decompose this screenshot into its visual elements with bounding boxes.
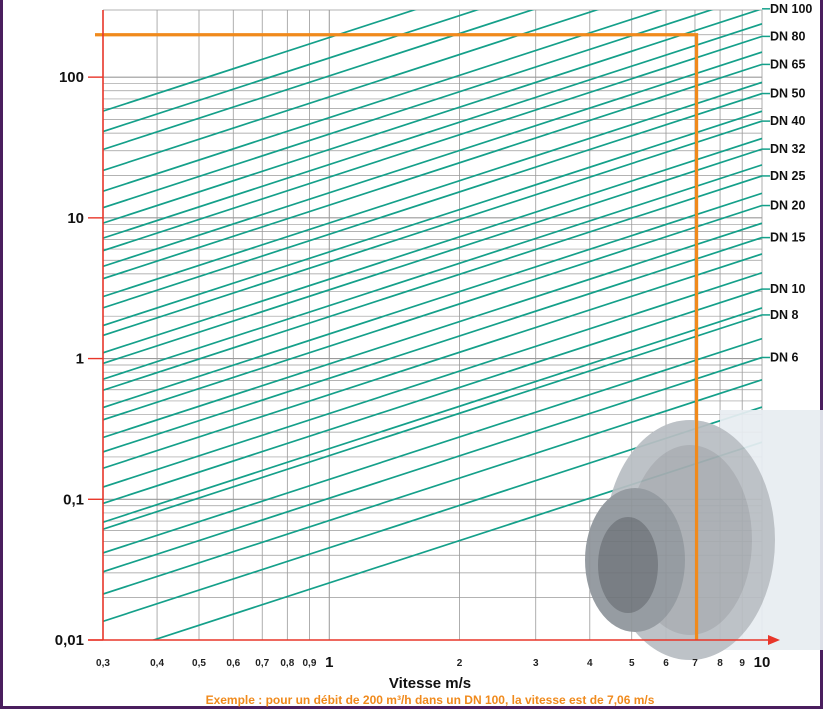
x-axis-label: Vitesse m/s	[389, 675, 471, 692]
series-line-aux	[103, 307, 762, 524]
series-line-aux	[103, 137, 762, 354]
series-line-aux	[103, 23, 762, 239]
series-line-dn80	[103, 35, 762, 252]
series-label: DN 80	[770, 29, 805, 43]
series-label: DN 100	[770, 2, 812, 16]
series-line-dn25	[103, 175, 762, 392]
y-tick-label: 100	[59, 69, 84, 86]
series-label: DN 50	[770, 87, 805, 101]
series-line-aux	[103, 10, 664, 193]
x-tick-label: 0,8	[280, 658, 294, 669]
x-tick-label: 10	[754, 654, 771, 671]
series-line-aux	[103, 253, 762, 470]
series-label: DN 10	[770, 282, 805, 296]
x-tick-label: 3	[533, 658, 539, 669]
series-line-dn6	[103, 356, 762, 573]
series-line-aux	[103, 192, 762, 409]
axes	[88, 10, 780, 645]
series-line-aux	[103, 110, 762, 327]
series-line-aux	[103, 10, 535, 151]
series-line-aux	[103, 10, 714, 209]
series-label: DN 8	[770, 308, 799, 322]
x-tick-label: 9	[739, 658, 745, 669]
series-line-dn8	[103, 314, 762, 531]
series-line-dn10	[103, 288, 762, 505]
pipe-lines	[103, 10, 762, 640]
series-line-dn32	[103, 148, 762, 365]
series-line-aux	[103, 164, 762, 381]
series-line-dn65	[103, 63, 762, 280]
x-tick-label: 0,3	[96, 658, 110, 669]
y-tick-label: 10	[67, 210, 84, 227]
example-path	[95, 33, 699, 640]
x-tick-label: 0,9	[303, 658, 317, 669]
x-tick-label: 0,5	[192, 658, 206, 669]
series-line-dn40	[103, 120, 762, 337]
x-tick-label: 0,7	[255, 658, 269, 669]
x-axis-arrow	[768, 635, 780, 645]
series-line-aux	[103, 378, 762, 595]
x-tick-label: 7	[692, 658, 698, 669]
y-tick-label: 0,01	[55, 632, 84, 649]
series-line-dn50	[103, 92, 762, 309]
series-line-aux	[103, 10, 600, 172]
y-tick-label: 1	[76, 351, 84, 368]
x-tick-label: 0,6	[226, 658, 240, 669]
x-tick-label: 2	[457, 658, 463, 669]
series-label: DN 32	[770, 142, 805, 156]
series-line-dn20	[103, 204, 762, 421]
x-tick-label: 6	[663, 658, 669, 669]
series-line-aux	[103, 10, 417, 112]
example-annotation: Exemple : pour un débit de 200 m³/h dans…	[206, 693, 655, 707]
x-tick-label: 0,4	[150, 658, 164, 669]
series-label: DN 65	[770, 57, 805, 71]
fitting-bore	[598, 517, 658, 613]
y-tick-label: 0,1	[63, 491, 84, 508]
x-tick-label: 4	[587, 658, 593, 669]
series-line-dn100	[103, 10, 762, 224]
series-line-aux	[103, 51, 762, 268]
series-label: DN 20	[770, 199, 805, 213]
series-label: DN 40	[770, 114, 805, 128]
series-label: DN 25	[770, 169, 805, 183]
x-tick-label: 5	[629, 658, 635, 669]
example-line	[95, 33, 699, 640]
series-line-dn15	[103, 236, 762, 453]
series-line-aux	[103, 10, 480, 133]
series-line-aux	[103, 271, 762, 488]
x-tick-label: 1	[325, 654, 333, 671]
series-line-aux	[103, 81, 762, 298]
series-label: DN 6	[770, 350, 799, 364]
series-line-aux	[103, 337, 762, 554]
pipe-fitting-illustration	[585, 410, 823, 660]
series-line-aux	[103, 222, 762, 439]
x-tick-label: 8	[717, 658, 723, 669]
series-label: DN 15	[770, 231, 805, 245]
